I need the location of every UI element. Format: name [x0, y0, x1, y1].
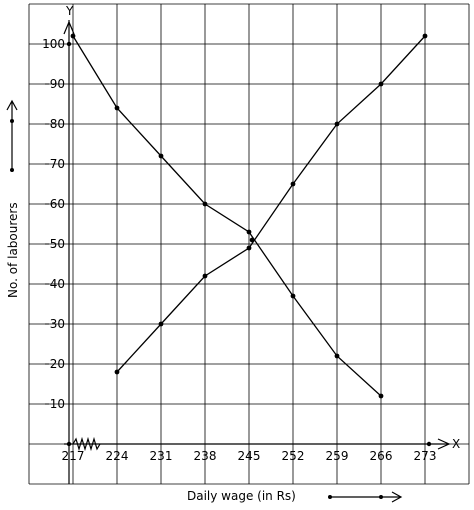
data-point [378, 393, 384, 399]
x-tick-label: 245 [238, 449, 261, 463]
x-tick-label: 217 [62, 449, 85, 463]
data-point [158, 321, 164, 327]
x-direction-arrow-icon [328, 491, 403, 503]
data-point [290, 181, 296, 187]
x-tick-label: 273 [414, 449, 437, 463]
x-axis-title: Daily wage (in Rs) [187, 489, 296, 503]
y-tick-label: 80 [50, 117, 65, 131]
y-direction-arrow-icon [6, 99, 18, 172]
data-point [114, 369, 120, 375]
x-tick-label: 259 [326, 449, 349, 463]
series-group [70, 33, 428, 399]
y-axis-arrow-icon [63, 20, 75, 35]
data-point [334, 121, 340, 127]
data-point [158, 153, 164, 159]
data-point [378, 81, 384, 87]
data-point [290, 293, 296, 299]
data-point [334, 353, 340, 359]
x-axis-letter: X [452, 437, 460, 451]
y-axis-title: No. of labourers [6, 202, 20, 298]
y-tick-label: 50 [50, 237, 65, 251]
data-point [246, 229, 252, 235]
y-tick-label: 60 [50, 197, 65, 211]
x-tick-label: 238 [194, 449, 217, 463]
data-point [246, 245, 252, 251]
series-line-1 [72, 35, 382, 397]
y-tick-label: 40 [50, 277, 65, 291]
data-point [422, 33, 428, 39]
x-tick-label: 252 [282, 449, 305, 463]
x-tick-label: 231 [150, 449, 173, 463]
data-point [114, 105, 120, 111]
origin-point [66, 441, 72, 447]
y-axis-letter: Y [65, 4, 74, 18]
data-point [70, 33, 76, 39]
y-tick-labels: 10 20 30 40 50 60 70 80 90 100 [42, 37, 65, 411]
y-tick-label: 90 [50, 77, 65, 91]
x-tick-labels: 217 224 231 238 245 252 259 266 273 [62, 449, 437, 463]
x-axis-arrow-icon [437, 438, 451, 450]
y-tick-label: 20 [50, 357, 65, 371]
y-axis-top-point [66, 41, 72, 47]
x-axis-end-point [426, 441, 432, 447]
axes [63, 20, 451, 484]
data-point [202, 273, 208, 279]
axis-break-icon [72, 436, 101, 452]
y-tick-label: 100 [42, 37, 65, 51]
x-tick-label: 266 [370, 449, 393, 463]
data-point [202, 201, 208, 207]
y-tick-label: 30 [50, 317, 65, 331]
y-tick-label: 70 [50, 157, 65, 171]
series-line-2 [116, 35, 426, 373]
y-tick-label: 10 [50, 397, 65, 411]
x-tick-label: 224 [106, 449, 129, 463]
grid [28, 3, 470, 485]
intersection-point [249, 237, 255, 243]
